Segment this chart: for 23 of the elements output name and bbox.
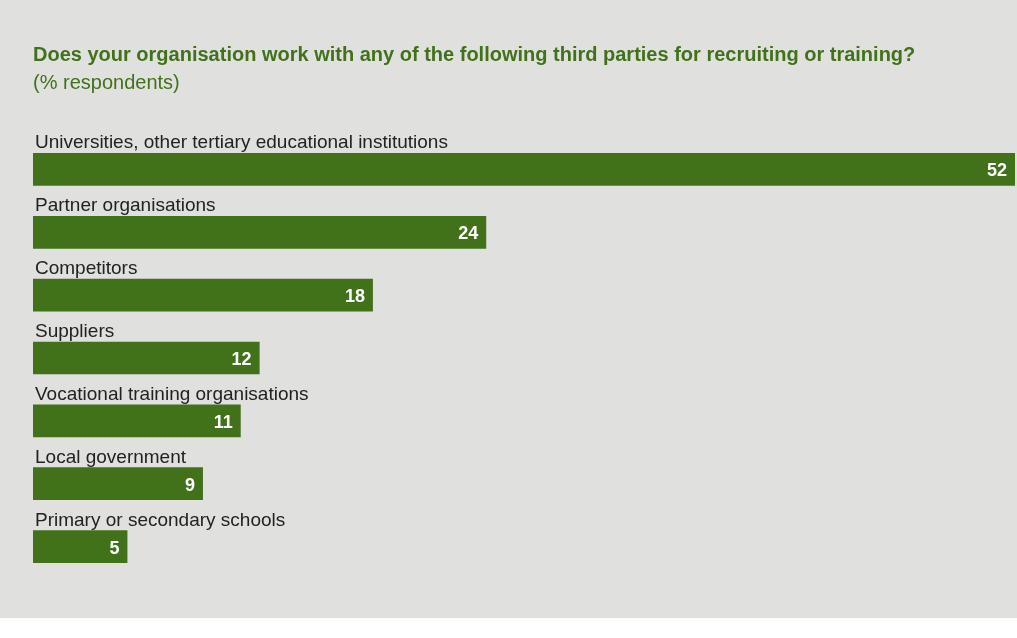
chart-subtitle: (% respondents) xyxy=(33,71,180,94)
y-tick-label: Partner organisations xyxy=(35,194,216,216)
data-label: 12 xyxy=(231,349,252,369)
y-tick-label: Competitors xyxy=(35,257,138,279)
bar xyxy=(33,341,260,375)
bar xyxy=(33,404,241,438)
data-label: 24 xyxy=(458,223,479,244)
data-label: 9 xyxy=(184,474,195,495)
data-label: 52 xyxy=(986,160,1007,181)
bar xyxy=(33,467,203,501)
data-label: 18 xyxy=(344,286,365,307)
data-label: 11 xyxy=(213,411,233,432)
y-tick-label: Primary or secondary schools xyxy=(35,508,286,530)
bar xyxy=(33,530,128,563)
y-tick-label: Vocational training organisations xyxy=(35,382,309,404)
bar xyxy=(33,215,487,249)
data-label: 5 xyxy=(109,537,120,558)
y-tick-label: Local government xyxy=(35,445,187,467)
y-tick-label: Universities, other tertiary educational institutions xyxy=(35,131,448,153)
bar xyxy=(33,153,1015,186)
bar xyxy=(33,278,373,312)
y-tick-label: Suppliers xyxy=(35,320,115,342)
chart-title: Does your organisation work with any of the following third parties for recruiting or training? xyxy=(33,43,916,66)
